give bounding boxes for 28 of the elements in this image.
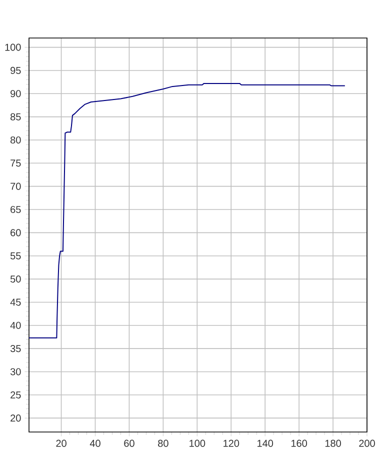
x-tick-label: 140 (258, 440, 274, 447)
x-tick-label: 180 (325, 440, 341, 447)
x-tick-label: 60 (124, 440, 134, 447)
y-tick-label: 50 (10, 276, 21, 283)
x-tick-label: 160 (291, 440, 308, 447)
x-tick-label: 40 (90, 440, 100, 447)
x-tick-label: 20 (56, 440, 66, 447)
y-tick-label: 35 (10, 345, 21, 352)
y-tick-label: 70 (10, 182, 21, 190)
y-tick-label: 40 (10, 322, 21, 329)
y-tick-label: 20 (10, 414, 21, 422)
y-tick-label: 85 (10, 113, 21, 120)
y-tick-label: 55 (10, 252, 21, 260)
y-tick-label: 95 (10, 66, 21, 74)
y-tick-label: 80 (10, 136, 21, 144)
y-tick-label: 65 (10, 206, 21, 214)
y-tick-label: 60 (10, 229, 21, 236)
y-tick-label: 45 (10, 298, 21, 306)
line-series (29, 82, 346, 338)
y-tick-label: 25 (10, 391, 21, 398)
x-tick-label: 100 (190, 440, 206, 447)
y-tick-label: 100 (5, 44, 21, 51)
y-tick-label: 75 (10, 160, 21, 167)
y-tick-label: 30 (10, 368, 21, 376)
x-tick-label: 120 (224, 440, 240, 447)
x-tick-label: 80 (158, 440, 168, 447)
x-tick-label: 200 (359, 440, 375, 447)
y-tick-label: 90 (10, 90, 21, 98)
